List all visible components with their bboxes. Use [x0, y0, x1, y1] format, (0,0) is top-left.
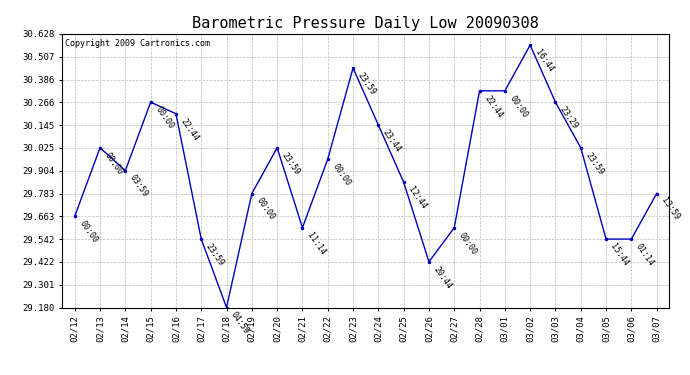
Title: Barometric Pressure Daily Low 20090308: Barometric Pressure Daily Low 20090308 — [193, 16, 539, 31]
Text: 00:00: 00:00 — [103, 150, 124, 176]
Text: 00:00: 00:00 — [331, 162, 352, 188]
Text: 20:44: 20:44 — [432, 264, 453, 290]
Text: 00:00: 00:00 — [508, 94, 529, 119]
Text: 23:44: 23:44 — [381, 128, 403, 153]
Text: 11:14: 11:14 — [305, 231, 327, 256]
Text: 15:44: 15:44 — [609, 242, 631, 267]
Text: 00:00: 00:00 — [153, 105, 175, 130]
Text: 23:59: 23:59 — [280, 150, 302, 176]
Text: 22:44: 22:44 — [179, 117, 200, 142]
Text: 12:44: 12:44 — [406, 185, 428, 211]
Text: 00:00: 00:00 — [77, 219, 99, 245]
Text: 00:00: 00:00 — [255, 196, 276, 222]
Text: 23:59: 23:59 — [204, 242, 226, 267]
Text: 04:59: 04:59 — [229, 310, 251, 336]
Text: Copyright 2009 Cartronics.com: Copyright 2009 Cartronics.com — [65, 39, 210, 48]
Text: 23:59: 23:59 — [356, 71, 377, 96]
Text: 13:59: 13:59 — [660, 196, 681, 222]
Text: 22:44: 22:44 — [482, 94, 504, 119]
Text: 03:59: 03:59 — [128, 173, 150, 199]
Text: 01:14: 01:14 — [634, 242, 656, 267]
Text: 00:00: 00:00 — [457, 231, 479, 256]
Text: 23:59: 23:59 — [584, 150, 605, 176]
Text: 23:29: 23:29 — [558, 105, 580, 130]
Text: 16:44: 16:44 — [533, 48, 555, 74]
